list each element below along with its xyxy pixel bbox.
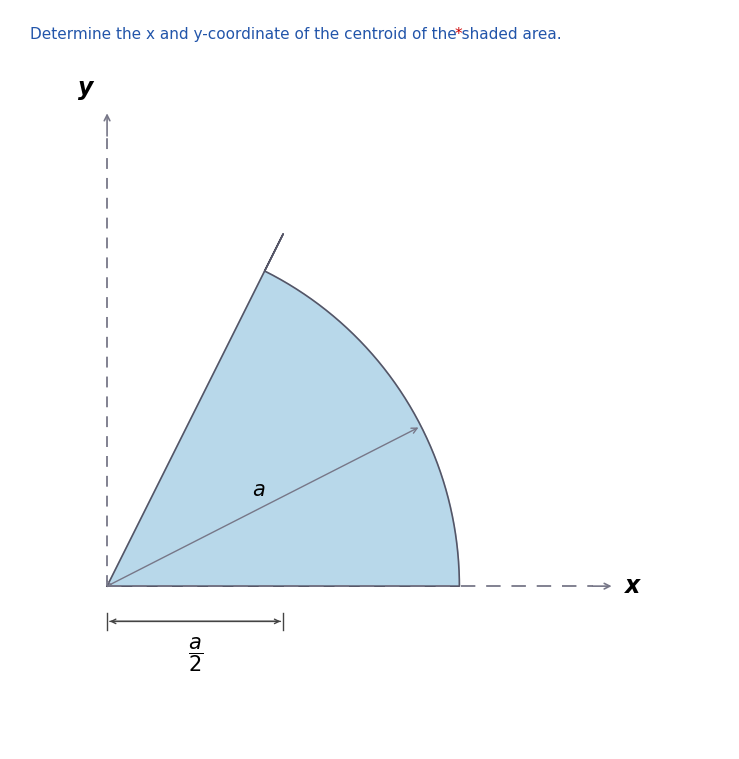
Polygon shape xyxy=(107,234,460,586)
Text: y: y xyxy=(78,76,94,100)
Text: $\dfrac{a}{2}$: $\dfrac{a}{2}$ xyxy=(188,635,202,674)
Text: a: a xyxy=(253,480,265,499)
Text: *: * xyxy=(454,27,462,42)
Text: x: x xyxy=(625,574,640,598)
Text: Determine the x and y-coordinate of the centroid of the shaded area.: Determine the x and y-coordinate of the … xyxy=(30,27,566,42)
